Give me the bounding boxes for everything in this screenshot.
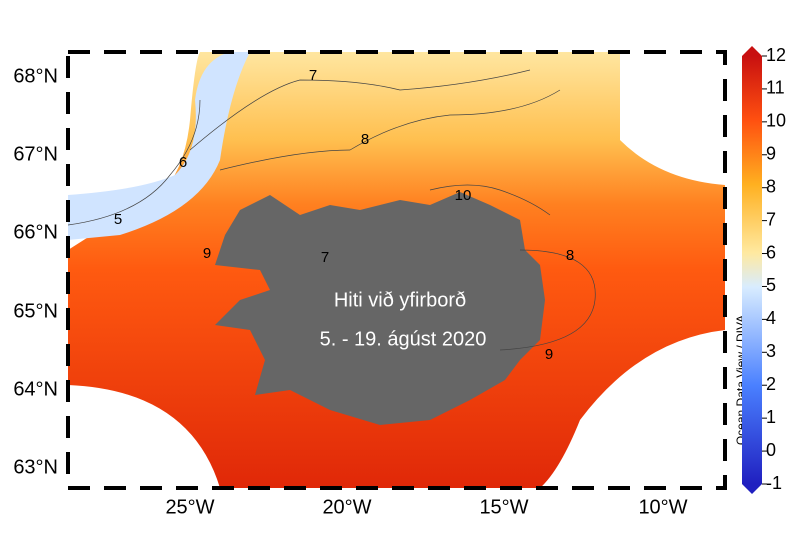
colorbar-tick-label: 0 — [766, 440, 776, 460]
lat-label: 67°N — [13, 143, 58, 165]
colorbar-tick-label: 10 — [766, 111, 786, 131]
contour-label: 9 — [545, 346, 553, 363]
lat-label: 64°N — [13, 378, 58, 400]
land — [215, 192, 545, 425]
contour-label: 9 — [203, 245, 211, 262]
title-line: 5. - 19. ágúst 2020 — [320, 328, 487, 350]
title-line: Hiti við yfirborð — [334, 289, 466, 311]
contour-label: 7 — [321, 249, 329, 266]
contour-label: 7 — [309, 67, 317, 84]
contour-label: 6 — [179, 154, 187, 171]
colorbar-tick-label: 9 — [766, 144, 776, 164]
contour-label: 8 — [361, 131, 369, 148]
lon-label: 10°W — [638, 496, 687, 518]
colorbar-tick-label: 5 — [766, 275, 776, 295]
map-area — [68, 52, 725, 488]
contour-label: 5 — [114, 211, 122, 228]
colorbar-tick-label: 7 — [766, 209, 776, 229]
colorbar-tick-label: 8 — [766, 176, 776, 196]
lat-label: 66°N — [13, 221, 58, 243]
contour-label: 10 — [455, 187, 472, 204]
colorbar-cap — [742, 484, 762, 494]
colorbar-tick-label: 1 — [766, 407, 776, 427]
lat-label: 65°N — [13, 300, 58, 322]
colorbar-tick-label: 4 — [766, 308, 776, 328]
lat-label: 63°N — [13, 456, 58, 478]
lat-label: 68°N — [13, 65, 58, 87]
contour-label: 8 — [566, 247, 574, 264]
lon-label: 20°W — [322, 496, 371, 518]
colorbar-cap — [742, 46, 762, 56]
colorbar-tick-label: 2 — [766, 374, 776, 394]
lon-label: 15°W — [479, 496, 528, 518]
colorbar-tick-label: 12 — [766, 45, 786, 65]
colorbar-scale — [742, 56, 762, 484]
colorbar-tick-label: 6 — [766, 242, 776, 262]
lon-label: 25°W — [165, 496, 214, 518]
cold-water — [68, 52, 250, 240]
contours — [68, 69, 596, 351]
map-frame — [66, 50, 727, 490]
colorbar-tick-label: 3 — [766, 341, 776, 361]
colorbar-tick-label: -1 — [766, 473, 782, 493]
colorbar-tick-label: 11 — [766, 78, 785, 98]
